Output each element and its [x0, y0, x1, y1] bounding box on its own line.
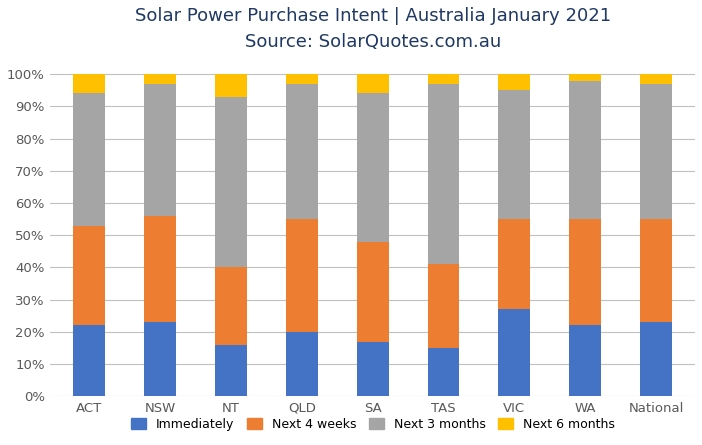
Bar — [144, 322, 176, 396]
Bar — [498, 309, 530, 396]
Bar — [640, 322, 672, 396]
Bar — [74, 93, 105, 226]
Bar — [640, 74, 672, 84]
Bar — [498, 74, 530, 90]
Bar — [144, 216, 176, 322]
Bar — [286, 332, 318, 396]
Bar — [286, 84, 318, 219]
Bar — [144, 74, 176, 84]
Bar — [428, 348, 460, 396]
Bar — [498, 219, 530, 309]
Bar — [215, 267, 247, 345]
Bar — [215, 345, 247, 396]
Bar — [74, 226, 105, 325]
Bar — [640, 84, 672, 219]
Bar — [74, 74, 105, 93]
Title: Solar Power Purchase Intent | Australia January 2021
Source: SolarQuotes.com.au: Solar Power Purchase Intent | Australia … — [135, 7, 611, 51]
Bar — [498, 90, 530, 219]
Bar — [74, 325, 105, 396]
Bar — [569, 219, 601, 325]
Bar — [286, 219, 318, 332]
Bar — [144, 84, 176, 216]
Bar — [357, 342, 389, 396]
Legend: Immediately, Next 4 weeks, Next 3 months, Next 6 months: Immediately, Next 4 weeks, Next 3 months… — [124, 412, 621, 437]
Bar — [215, 97, 247, 267]
Bar — [428, 264, 460, 348]
Bar — [569, 74, 601, 81]
Bar — [428, 84, 460, 264]
Bar — [215, 74, 247, 97]
Bar — [357, 93, 389, 242]
Bar — [357, 242, 389, 342]
Bar — [569, 81, 601, 219]
Bar — [640, 219, 672, 322]
Bar — [286, 74, 318, 84]
Bar — [569, 325, 601, 396]
Bar — [428, 74, 460, 84]
Bar — [357, 74, 389, 93]
